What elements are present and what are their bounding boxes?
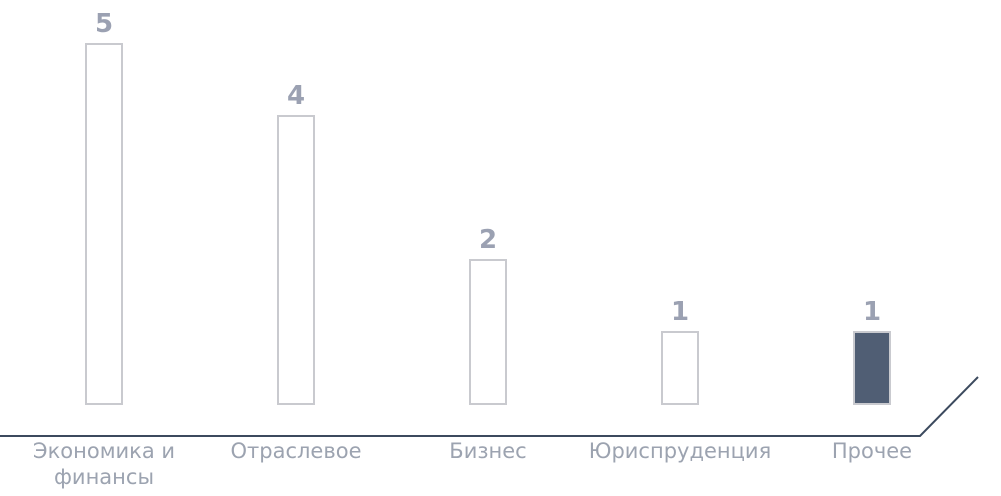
bar (469, 259, 507, 405)
value-label: 2 (479, 225, 497, 255)
bar (85, 43, 123, 405)
bar (661, 331, 699, 405)
value-label: 5 (95, 9, 113, 39)
baseline (0, 376, 979, 437)
category-label: Отраслевое (230, 439, 362, 463)
value-label: 4 (287, 81, 305, 111)
value-label: 1 (671, 297, 689, 327)
category-label: Бизнес (449, 439, 527, 463)
bar (853, 331, 891, 405)
category-label: Экономика и финансы (32, 439, 176, 489)
bar (277, 115, 315, 405)
category-label: Прочее (831, 439, 913, 463)
value-label: 1 (863, 297, 881, 327)
category-label: Юриспруденция (588, 439, 772, 463)
